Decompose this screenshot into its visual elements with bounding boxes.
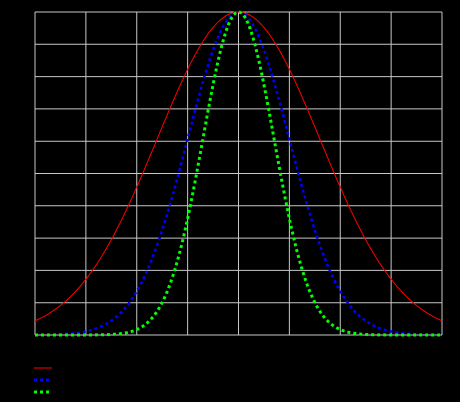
- series-layer: [34, 10, 443, 337]
- series-line-3: [35, 10, 442, 337]
- series-line-2: [34, 10, 443, 337]
- series-line-1: [34, 11, 443, 322]
- legend: [34, 367, 52, 394]
